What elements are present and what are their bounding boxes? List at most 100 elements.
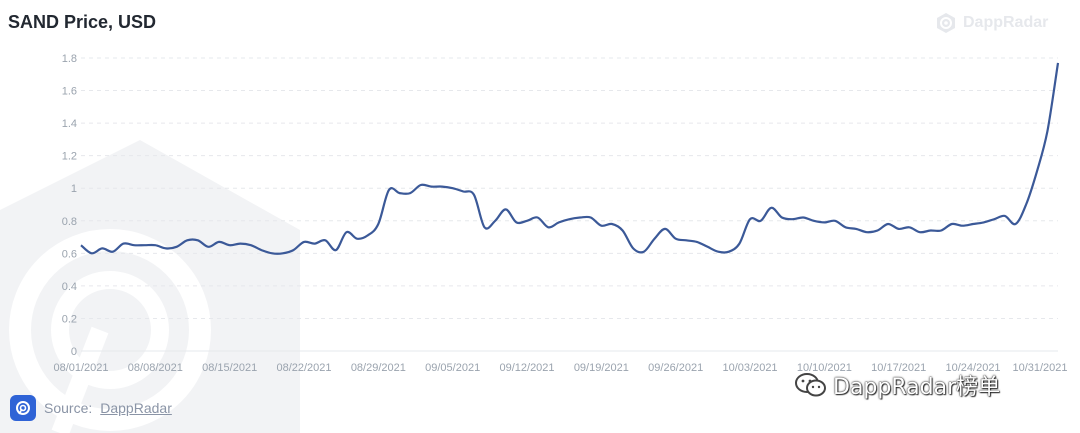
y-tick-label: 0.8: [62, 216, 77, 228]
y-tick-label: 0.2: [62, 313, 77, 325]
price-data-point: [854, 227, 858, 231]
price-data-point: [313, 242, 317, 246]
x-tick-label: 08/15/2021: [202, 362, 257, 374]
x-tick-label: 10/03/2021: [723, 362, 778, 374]
x-tick-label: 10/10/2021: [797, 362, 852, 374]
y-tick-label: 0.6: [62, 248, 77, 260]
price-data-point: [939, 229, 943, 233]
price-data-point: [111, 250, 115, 254]
price-data-point: [960, 224, 964, 228]
price-data-point: [228, 243, 232, 247]
x-tick-label: 09/26/2021: [648, 362, 703, 374]
price-data-point: [1024, 203, 1028, 207]
wechat-icon: [795, 373, 826, 397]
price-data-point: [1014, 222, 1018, 226]
price-data-point: [281, 251, 285, 255]
price-data-point: [610, 222, 614, 226]
x-tick-label: 08/22/2021: [276, 362, 331, 374]
price-data-point: [398, 191, 402, 195]
price-data-point: [1056, 61, 1060, 65]
x-tick-label: 09/05/2021: [425, 362, 480, 374]
wechat-watermark: DappRadar榜单: [795, 369, 1000, 401]
price-data-point: [525, 219, 529, 223]
price-data-point: [334, 248, 338, 252]
price-data-point: [621, 229, 625, 233]
price-data-point: [355, 237, 359, 241]
price-data-point: [90, 251, 94, 255]
brand-top: DappRadar: [935, 12, 1048, 34]
source-link[interactable]: DappRadar: [100, 400, 172, 416]
price-data-point: [589, 216, 593, 220]
price-data-point: [132, 243, 136, 247]
price-data-point: [950, 222, 954, 226]
dappradar-source-logo-icon: [10, 395, 36, 421]
x-tick-label: 10/17/2021: [871, 362, 926, 374]
price-data-point: [175, 245, 179, 249]
price-data-point: [791, 217, 795, 221]
price-data-point: [653, 237, 657, 241]
price-data-point: [599, 224, 603, 228]
price-data-point: [164, 246, 168, 250]
price-data-point: [568, 217, 572, 221]
price-data-point: [153, 243, 157, 247]
price-data-point: [79, 243, 83, 247]
price-data-point: [546, 225, 550, 229]
price-data-point: [196, 238, 200, 242]
price-data-point: [886, 222, 890, 226]
price-data-point: [270, 251, 274, 255]
price-data-point: [684, 238, 688, 242]
price-data-point: [100, 246, 104, 250]
price-data-point: [366, 233, 370, 237]
chart-title: SAND Price, USD: [8, 12, 157, 32]
y-tick-label: 1.6: [62, 86, 77, 98]
x-tick-label: 10/31/2021: [1012, 362, 1067, 374]
price-data-point: [907, 225, 911, 229]
price-data-point: [876, 229, 880, 233]
price-data-point: [737, 242, 741, 246]
source-prefix: Source:: [44, 400, 93, 416]
price-data-point: [345, 230, 349, 234]
price-data-point: [578, 216, 582, 220]
price-data-point: [716, 250, 720, 254]
price-data-point: [706, 245, 710, 249]
price-data-point: [865, 230, 869, 234]
price-data-point: [1035, 170, 1039, 174]
dappradar-logo-icon: [937, 13, 955, 33]
x-tick-label: 08/01/2021: [53, 362, 108, 374]
y-tick-label: 1.4: [62, 118, 77, 130]
price-data-point: [929, 229, 933, 233]
price-data-point: [780, 216, 784, 220]
price-data-point: [992, 217, 996, 221]
price-data-point: [408, 191, 412, 195]
price-data-point: [642, 250, 646, 254]
price-data-point: [982, 220, 986, 224]
price-data-point: [387, 188, 391, 192]
price-data-point: [206, 245, 210, 249]
wechat-watermark-label: DappRadar榜单: [833, 375, 1001, 400]
price-data-point: [514, 220, 518, 224]
y-tick-label: 0.4: [62, 281, 77, 293]
source-bar: Source: DappRadar: [10, 395, 172, 421]
price-data-point: [844, 225, 848, 229]
y-tick-label: 1.2: [62, 151, 77, 163]
x-tick-label: 09/19/2021: [574, 362, 629, 374]
price-data-point: [143, 243, 147, 247]
price-data-point: [302, 240, 306, 244]
price-data-point: [419, 183, 423, 187]
price-data-point: [217, 240, 221, 244]
price-data-point: [461, 190, 465, 194]
price-data-point: [122, 242, 126, 246]
price-data-point: [674, 237, 678, 241]
x-tick-label: 08/29/2021: [351, 362, 406, 374]
price-data-point: [971, 222, 975, 226]
price-data-point: [769, 206, 773, 210]
brand-top-label: DappRadar: [963, 14, 1049, 31]
price-data-point: [376, 222, 380, 226]
x-tick-label: 09/12/2021: [499, 362, 554, 374]
price-data-point: [238, 242, 242, 246]
x-tick-label: 08/08/2021: [128, 362, 183, 374]
price-data-point: [812, 219, 816, 223]
price-data-point: [483, 225, 487, 229]
price-data-point: [429, 185, 433, 189]
